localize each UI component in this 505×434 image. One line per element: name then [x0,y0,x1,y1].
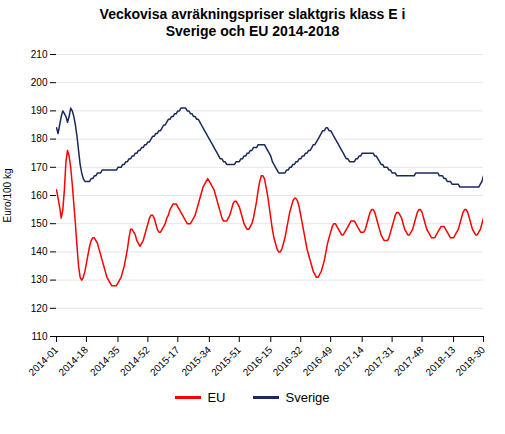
html-text:Veckovisa avräkningspriser sla: Veckovisa avräkningspriser slaktgris kla… [99,6,406,39]
svg-text:150: 150 [31,217,48,228]
svg-text:2015-51: 2015-51 [209,344,243,378]
svg-text:2016-32: 2016-32 [271,344,305,378]
svg-text:2017-48: 2017-48 [392,344,426,378]
svg-text:190: 190 [31,105,48,116]
svg-text:120: 120 [31,302,48,313]
html-text:EU: EU [207,389,226,405]
svg-text:210: 210 [31,48,48,59]
svg-text:2016-49: 2016-49 [301,344,335,378]
svg-text:170: 170 [31,161,48,172]
svg-text:180: 180 [31,133,48,144]
svg-text:2014-01: 2014-01 [26,344,60,378]
svg-text:2014-35: 2014-35 [88,344,122,378]
svg-text:2017-31: 2017-31 [362,344,396,378]
svg-text:140: 140 [31,246,48,257]
svg-text:200: 200 [31,76,48,87]
svg-text:110: 110 [32,330,48,341]
svg-text:2014-52: 2014-52 [118,344,152,378]
html-text:Sverige: Sverige [285,389,330,405]
svg-text:2017-14: 2017-14 [332,344,366,378]
svg-text:2016-15: 2016-15 [241,344,275,378]
svg-text:2014-18: 2014-18 [56,344,90,378]
svg-text:130: 130 [31,274,48,285]
svg-text:Euro/100 kg: Euro/100 kg [2,168,13,222]
svg-text:2018-30: 2018-30 [453,344,487,378]
svg-text:2015-17: 2015-17 [148,344,182,378]
svg-text:2018-13: 2018-13 [424,344,458,378]
svg-text:2015-34: 2015-34 [179,344,213,378]
svg-text:160: 160 [31,189,48,200]
